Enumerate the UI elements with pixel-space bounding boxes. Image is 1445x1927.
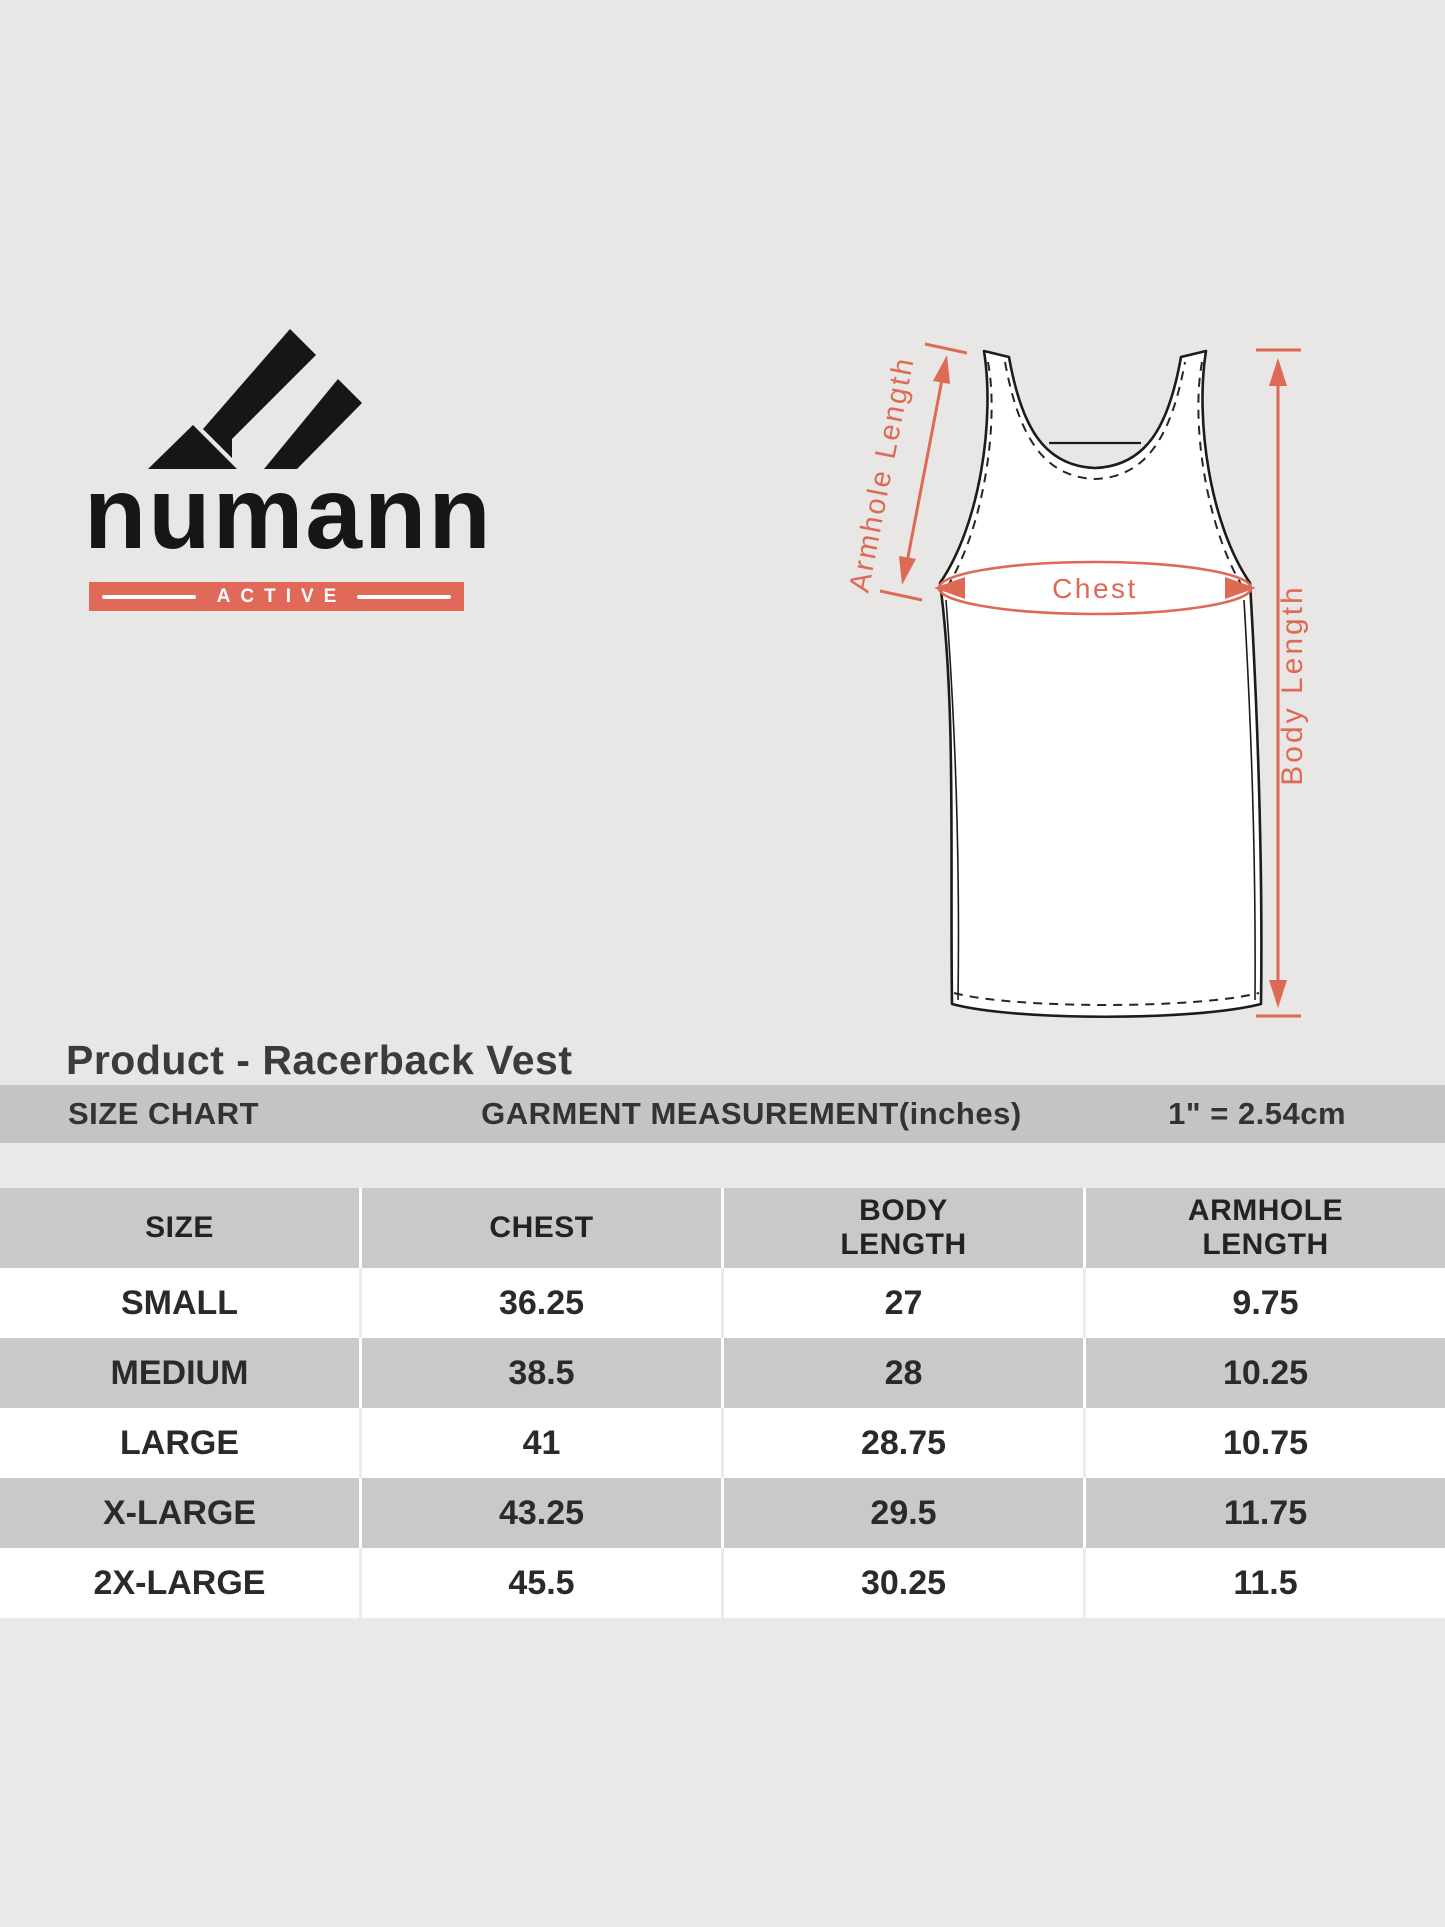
vest-measurement-diagram: Armhole Length Chest Body Length [844, 342, 1309, 1019]
vest-outline [938, 349, 1263, 1019]
brand-wordmark: numann [84, 456, 493, 570]
bottom-filler [0, 1618, 1445, 1927]
table-row-x-large: X-LARGE 43.25 29.5 11.75 [0, 1478, 1445, 1548]
logo-right-stroke [264, 379, 362, 469]
measure-armhole: Armhole Length [844, 342, 968, 602]
column-header-armhole-length: ARMHOLE LENGTH [1086, 1188, 1445, 1268]
chest-label: Chest [1052, 573, 1138, 604]
size-chart-bar: SIZE CHART GARMENT MEASUREMENT(inches) 1… [0, 1085, 1445, 1143]
size-cell: 2X-LARGE [0, 1548, 359, 1618]
table-header-row: SIZE CHEST BODY LENGTH ARMHOLE LENGTH [0, 1188, 1445, 1268]
measure-chest: Chest [934, 560, 1256, 616]
table-row-medium: MEDIUM 38.5 28 10.25 [0, 1338, 1445, 1408]
brand-tagline: ACTIVE [216, 586, 347, 607]
armhole-length-cell: 9.75 [1086, 1268, 1445, 1338]
armhole-length-cell: 10.75 [1086, 1408, 1445, 1478]
body-length-cell: 28.75 [724, 1408, 1083, 1478]
logo-foot-triangle [148, 425, 237, 469]
column-header-size: SIZE [0, 1188, 359, 1268]
chest-cell: 45.5 [362, 1548, 721, 1618]
brand-logo-icon [148, 329, 362, 469]
logo-main-stroke [203, 329, 316, 458]
vest-stitching [945, 361, 1260, 1006]
product-line: Product - Racerback Vest [66, 1037, 573, 1083]
unit-conversion-note: 1" = 2.54cm [1168, 1096, 1347, 1131]
body-length-label: Body Length [1276, 584, 1309, 785]
vest-side-seams [945, 599, 1256, 1001]
size-cell: SMALL [0, 1268, 359, 1338]
armhole-length-cell: 11.5 [1086, 1548, 1445, 1618]
body-length-cell: 29.5 [724, 1478, 1083, 1548]
size-chart-title: SIZE CHART [68, 1096, 259, 1131]
armhole-length-cell: 11.75 [1086, 1478, 1445, 1548]
size-cell: LARGE [0, 1408, 359, 1478]
size-cell: X-LARGE [0, 1478, 359, 1548]
size-cell: MEDIUM [0, 1338, 359, 1408]
chest-cell: 38.5 [362, 1338, 721, 1408]
body-length-cell: 30.25 [724, 1548, 1083, 1618]
table-row-small: SMALL 36.25 27 9.75 [0, 1268, 1445, 1338]
divider-strip [0, 1143, 1445, 1188]
chest-cell: 43.25 [362, 1478, 721, 1548]
tagline-rule-left [101, 594, 196, 599]
brand-tagline-badge: ACTIVE [89, 582, 464, 611]
column-header-chest: CHEST [362, 1188, 721, 1268]
tagline-rule-right [357, 594, 452, 599]
measure-body-length: Body Length [1256, 348, 1309, 1018]
garment-measurement-label: GARMENT MEASUREMENT(inches) [481, 1096, 1022, 1131]
chest-cell: 41 [362, 1408, 721, 1478]
armhole-length-cell: 10.25 [1086, 1338, 1445, 1408]
chest-cell: 36.25 [362, 1268, 721, 1338]
body-length-cell: 27 [724, 1268, 1083, 1338]
table-row-large: LARGE 41 28.75 10.75 [0, 1408, 1445, 1478]
table-row-2x-large: 2X-LARGE 45.5 30.25 11.5 [0, 1548, 1445, 1618]
column-header-body-length: BODY LENGTH [724, 1188, 1083, 1268]
body-length-cell: 28 [724, 1338, 1083, 1408]
